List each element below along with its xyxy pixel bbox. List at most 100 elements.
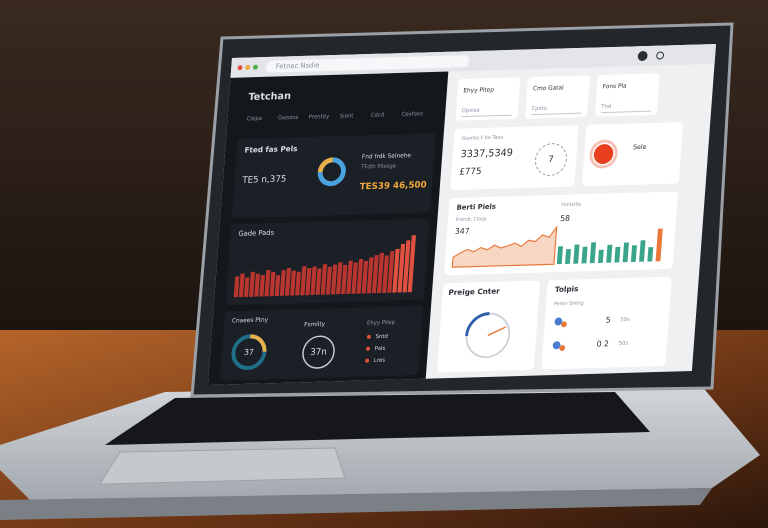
bar xyxy=(325,266,332,295)
url: Fetnec Nsdie xyxy=(276,61,320,70)
gauge-arc xyxy=(249,334,267,352)
card xyxy=(541,276,672,370)
bar xyxy=(320,264,328,295)
card xyxy=(450,125,579,191)
icon xyxy=(637,51,648,61)
label: TES39 46,500 xyxy=(359,180,427,192)
dial xyxy=(534,143,568,176)
bar xyxy=(397,243,406,293)
label: Sntd xyxy=(375,334,388,340)
divider xyxy=(461,114,512,118)
bar xyxy=(310,266,317,296)
bar xyxy=(243,277,250,297)
label: 7 xyxy=(548,155,554,165)
base-edge xyxy=(0,488,712,520)
label: Preige Cnter xyxy=(448,286,500,297)
gauge-arc xyxy=(465,312,490,337)
bar xyxy=(351,262,358,294)
sele-dot xyxy=(593,144,614,164)
label: Ehyy Pitep xyxy=(463,87,494,94)
bar xyxy=(382,255,389,293)
label: Gwsons xyxy=(278,115,299,122)
bar xyxy=(336,262,343,295)
needle xyxy=(487,326,507,337)
bar xyxy=(565,248,571,264)
bar xyxy=(597,249,604,263)
label: Fted fas Pels xyxy=(244,144,298,155)
label: Tetchan xyxy=(248,91,291,103)
bar xyxy=(639,240,646,262)
bar xyxy=(274,275,281,297)
bar xyxy=(606,244,613,263)
address-bar xyxy=(266,55,470,73)
card xyxy=(582,122,683,187)
donut-arc xyxy=(317,157,346,187)
bar xyxy=(376,252,385,294)
label: 347 xyxy=(455,227,470,237)
card xyxy=(220,305,424,381)
dot xyxy=(245,64,251,70)
label: 3337,5349 xyxy=(460,148,513,161)
label: Cdcd xyxy=(370,112,384,118)
icon xyxy=(656,51,664,60)
label: Dpsisa xyxy=(462,108,480,115)
bullet xyxy=(366,346,370,351)
bar xyxy=(264,269,271,297)
label: 50s xyxy=(618,341,628,347)
label: Cexfons xyxy=(401,111,423,118)
label: 37n xyxy=(310,347,327,358)
bar xyxy=(556,246,563,265)
bar xyxy=(233,276,240,298)
label: Sele xyxy=(633,143,647,151)
label: 50s xyxy=(620,317,630,323)
bar xyxy=(254,273,260,297)
label: Pals xyxy=(375,346,386,352)
card xyxy=(455,77,521,121)
bar xyxy=(655,228,663,262)
label: Tolpis xyxy=(555,284,580,294)
label: Fsmilty xyxy=(304,322,326,329)
bar xyxy=(238,273,245,298)
bar xyxy=(581,246,588,264)
divider xyxy=(600,110,652,114)
label: Fons Pla xyxy=(602,84,627,91)
label: Prentity xyxy=(309,114,331,121)
label: Berti Piels xyxy=(456,203,496,212)
divider xyxy=(531,112,582,116)
card xyxy=(232,133,436,219)
bar xyxy=(402,240,411,293)
label: 0 2 xyxy=(596,339,609,348)
label: Frendc Clasp xyxy=(456,216,487,223)
bar xyxy=(300,266,307,296)
bar xyxy=(371,254,379,294)
bullet xyxy=(366,334,371,339)
label: 37 xyxy=(244,348,255,357)
bar xyxy=(259,274,266,297)
donut-arc xyxy=(317,157,333,173)
dot xyxy=(253,64,258,70)
label: Cpsto xyxy=(531,106,547,112)
bar xyxy=(315,268,322,295)
avatar xyxy=(552,341,561,350)
label: Tnd xyxy=(600,104,611,110)
bullet xyxy=(365,358,370,363)
bar xyxy=(295,271,301,296)
label: Gade Pads xyxy=(238,229,275,238)
avatar xyxy=(554,317,563,326)
label: 5 xyxy=(605,315,611,324)
bar xyxy=(279,270,286,296)
bar xyxy=(392,248,400,293)
bar xyxy=(630,245,637,263)
bar xyxy=(387,251,395,293)
label: Cnaees Ptny xyxy=(232,317,269,324)
bar xyxy=(330,264,338,295)
bar xyxy=(622,242,629,263)
bar xyxy=(573,244,580,264)
screen: Fetnec Nsdie Tetchan Cstpa Gwsons Prentity S… xyxy=(207,43,717,386)
label: Pener Sntrig xyxy=(554,300,584,307)
ring xyxy=(302,335,335,369)
label: Fnd frdk Selnehe xyxy=(362,153,412,160)
bar xyxy=(284,267,292,296)
dot xyxy=(237,65,243,71)
